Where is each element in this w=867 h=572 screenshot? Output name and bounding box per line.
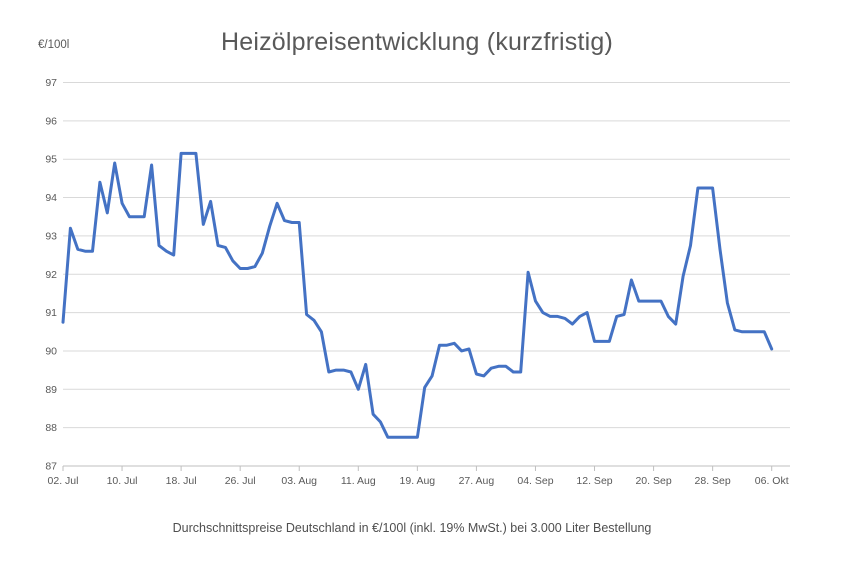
price-line-series bbox=[61, 151, 774, 439]
x-tick-label: 27. Aug bbox=[459, 475, 495, 487]
y-tick-label: 97 bbox=[45, 77, 57, 89]
y-tick-label: 91 bbox=[45, 307, 57, 319]
y-tick-label: 94 bbox=[45, 192, 57, 204]
x-tick-label: 12. Sep bbox=[576, 475, 612, 487]
x-tick-label: 28. Sep bbox=[695, 475, 731, 487]
x-tick-label: 19. Aug bbox=[400, 475, 436, 487]
y-tick-label: 89 bbox=[45, 384, 57, 396]
y-tick-label: 90 bbox=[45, 345, 57, 357]
y-tick-label: 93 bbox=[45, 230, 57, 242]
y-tick-label: 88 bbox=[45, 422, 57, 434]
x-tick-label: 02. Jul bbox=[48, 475, 79, 487]
y-axis-unit-label: €/100l bbox=[38, 39, 70, 51]
y-tick-label: 95 bbox=[45, 154, 57, 166]
x-tick-label: 20. Sep bbox=[635, 475, 671, 487]
y-tick-label: 92 bbox=[45, 269, 57, 281]
chart-caption: Durchschnittspreise Deutschland in €/100… bbox=[172, 521, 652, 535]
x-tick-label: 18. Jul bbox=[166, 475, 197, 487]
y-tick-label: 96 bbox=[45, 115, 57, 127]
chart-title: Heizölpreisentwicklung (kurzfristig) bbox=[220, 28, 614, 56]
x-tick-label: 10. Jul bbox=[107, 475, 138, 487]
y-tick-label: 87 bbox=[45, 461, 57, 473]
x-tick-label: 26. Jul bbox=[225, 475, 256, 487]
x-tick-label: 06. Okt bbox=[755, 475, 789, 487]
x-tick-label: 03. Aug bbox=[281, 475, 317, 487]
x-tick-label: 04. Sep bbox=[517, 475, 553, 487]
x-tick-label: 11. Aug bbox=[341, 475, 376, 487]
